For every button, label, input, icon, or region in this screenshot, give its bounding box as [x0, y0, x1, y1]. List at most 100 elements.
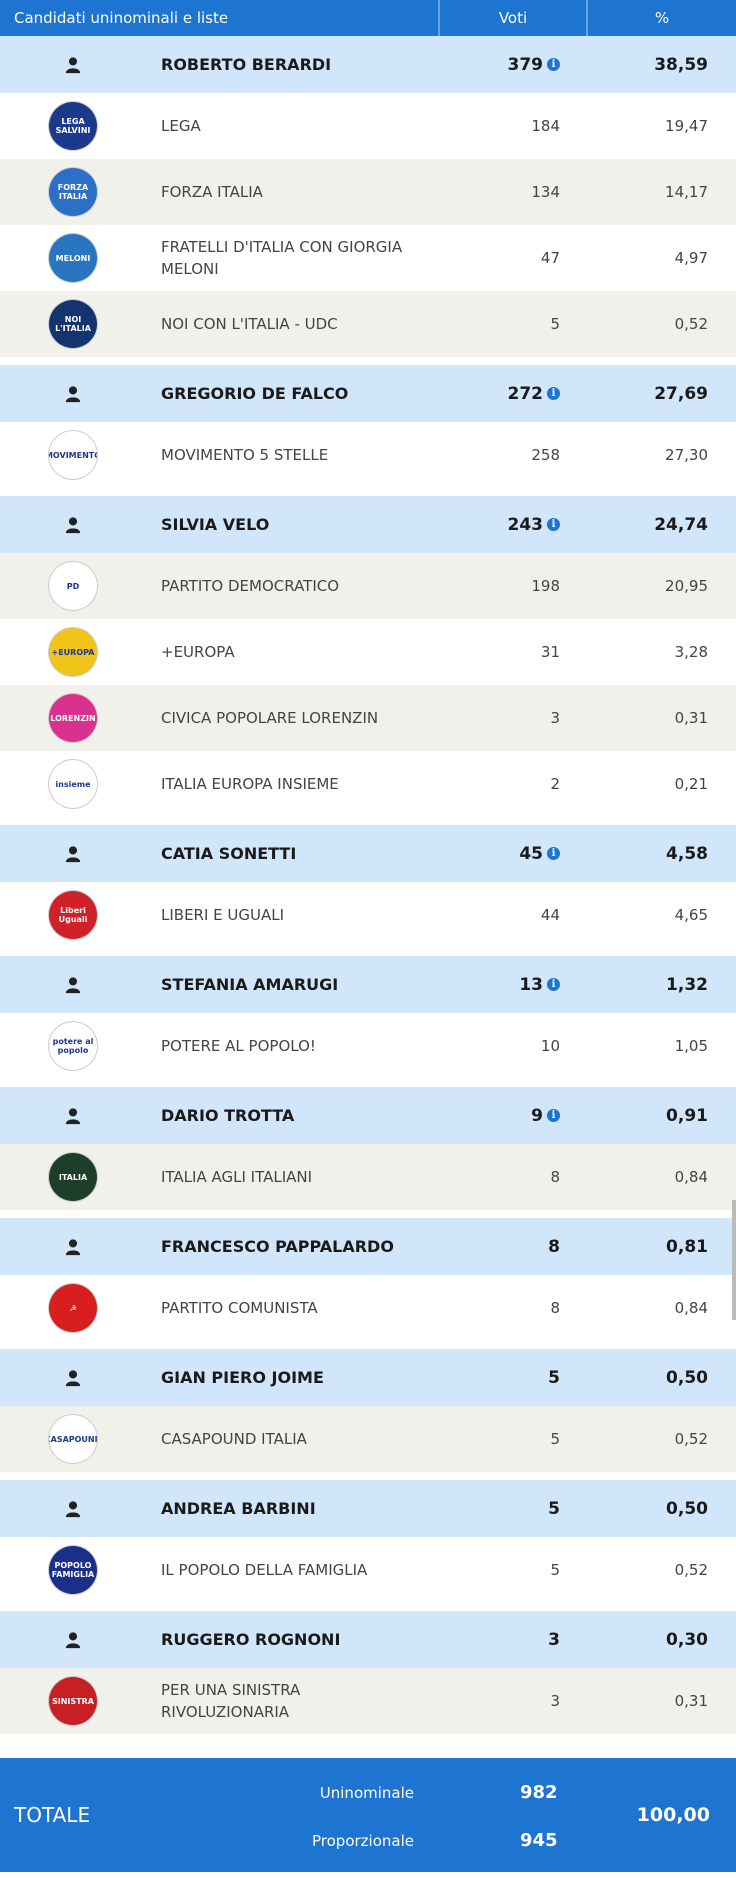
list-name: NOI CON L'ITALIA - UDC [161, 315, 338, 333]
percent-value: 0,91 [666, 1105, 708, 1126]
percent-value: 0,50 [666, 1498, 708, 1519]
party-logo-icon: LEGA SALVINI [48, 101, 98, 151]
group-separator [0, 488, 736, 496]
percent-value: 38,59 [654, 54, 708, 75]
person-icon [48, 496, 98, 553]
candidate-row: FRANCESCO PAPPALARDO 8 0,81 [0, 1218, 736, 1275]
votes-cell: 272 i [508, 384, 560, 404]
percent-value: 20,95 [665, 577, 708, 595]
votes-value: 8 [550, 1299, 560, 1317]
percent-value: 4,65 [674, 906, 708, 924]
group-separator [0, 817, 736, 825]
list-row: ITALIA ITALIA AGLI ITALIANI 8 0,84 [0, 1144, 736, 1210]
candidate-row: CATIA SONETTI 45 i 4,58 [0, 825, 736, 882]
votes-cell: 198 [531, 577, 560, 595]
list-name: PER UNA SINISTRA RIVOLUZIONARIA [161, 1681, 301, 1721]
percent-value: 0,52 [674, 1430, 708, 1448]
votes-value: 47 [540, 249, 560, 267]
percent-value: 19,47 [665, 117, 708, 135]
list-row: +EUROPA +EUROPA 31 3,28 [0, 619, 736, 685]
list-name: CASAPOUND ITALIA [161, 1430, 307, 1448]
candidate-row: ROBERTO BERARDI 379 i 38,59 [0, 36, 736, 93]
party-logo-icon: insieme [48, 759, 98, 809]
person-icon [48, 956, 98, 1013]
leu-logo-icon: Liberi Uguali [49, 891, 97, 939]
votes-cell: 3 [550, 1692, 560, 1710]
percent-value: 4,58 [666, 843, 708, 864]
percent-value: 0,81 [666, 1236, 708, 1257]
party-logo-icon: FORZA ITALIA [48, 167, 98, 217]
candidate-name: CATIA SONETTI [161, 843, 297, 863]
list-row: insieme ITALIA EUROPA INSIEME 2 0,21 [0, 751, 736, 817]
group-separator [0, 948, 736, 956]
list-name: LEGA [161, 117, 201, 135]
list-row: Liberi Uguali LIBERI E UGUALI 44 4,65 [0, 882, 736, 948]
votes-value: 243 [507, 514, 544, 535]
info-icon[interactable]: i [547, 58, 560, 71]
list-row: CASAPOUND CASAPOUND ITALIA 5 0,52 [0, 1406, 736, 1472]
person-icon [48, 1611, 98, 1668]
list-row: LORENZIN CIVICA POPOLARE LORENZIN 3 0,31 [0, 685, 736, 751]
scrollbar[interactable] [732, 1200, 736, 1320]
votes-value: 2 [550, 775, 560, 793]
percent-value: 3,28 [674, 643, 708, 661]
italia-agli-italiani-logo-icon: ITALIA [49, 1153, 97, 1201]
info-icon[interactable]: i [547, 387, 560, 400]
person-icon [48, 1087, 98, 1144]
votes-value: 258 [531, 446, 560, 464]
totals-footer: TOTALE Uninominale 982 Proporzionale 945… [0, 1758, 736, 1872]
party-logo-icon: Liberi Uguali [48, 890, 98, 940]
group-separator [0, 1210, 736, 1218]
votes-cell: 47 [541, 249, 560, 267]
proporzionale-votes: 945 [520, 1830, 558, 1851]
percent-value: 0,52 [674, 1561, 708, 1579]
party-logo-icon: LORENZIN [48, 693, 98, 743]
candidate-row: DARIO TROTTA 9 i 0,91 [0, 1087, 736, 1144]
group-separator [0, 357, 736, 365]
votes-cell: 31 [541, 643, 560, 661]
votes-cell: 379 i [508, 55, 560, 75]
party-logo-icon: MOVIMENTO [48, 430, 98, 480]
votes-value: 45 [519, 843, 543, 864]
votes-cell: 8 [550, 1168, 560, 1186]
votes-cell: 5 [550, 315, 560, 333]
header-votes: Voti [440, 0, 588, 36]
list-row: FORZA ITALIA FORZA ITALIA 134 14,17 [0, 159, 736, 225]
list-name: PARTITO DEMOCRATICO [161, 577, 340, 595]
party-logo-icon: +EUROPA [48, 627, 98, 677]
votes-cell: 258 [531, 446, 560, 464]
list-row: MOVIMENTO MOVIMENTO 5 STELLE 258 27,30 [0, 422, 736, 488]
candidate-row: GREGORIO DE FALCO 272 i 27,69 [0, 365, 736, 422]
candidate-name: RUGGERO ROGNONI [161, 1629, 341, 1649]
party-logo-icon: potere al popolo [48, 1021, 98, 1071]
info-icon[interactable]: i [547, 1109, 560, 1122]
totals-percent: 100,00 [636, 1804, 710, 1826]
votes-value: 5 [550, 315, 560, 333]
votes-cell: 5 [548, 1499, 560, 1519]
votes-value: 9 [531, 1105, 543, 1126]
info-icon[interactable]: i [547, 518, 560, 531]
percent-value: 0,52 [674, 315, 708, 333]
group-separator [0, 1603, 736, 1611]
votes-cell: 10 [541, 1037, 560, 1055]
person-icon [48, 365, 98, 422]
sinistra-rivoluzionaria-logo-icon: SINISTRA [49, 1677, 97, 1725]
info-icon[interactable]: i [547, 847, 560, 860]
person-icon [48, 1480, 98, 1537]
votes-cell: 134 [531, 183, 560, 201]
candidate-name: ANDREA BARBINI [161, 1498, 316, 1518]
person-icon [48, 825, 98, 882]
table-header: Candidati uninominali e liste Voti % [0, 0, 736, 36]
votes-value: 198 [531, 577, 560, 595]
candidate-row: ANDREA BARBINI 5 0,50 [0, 1480, 736, 1537]
popolo-famiglia-logo-icon: POPOLO FAMIGLIA [49, 1546, 97, 1594]
percent-value: 27,30 [665, 446, 708, 464]
votes-cell: 5 [550, 1430, 560, 1448]
info-icon[interactable]: i [547, 978, 560, 991]
percent-value: 1,32 [666, 974, 708, 995]
list-name: CIVICA POPOLARE LORENZIN [161, 709, 379, 727]
uninominale-votes: 982 [520, 1782, 558, 1803]
votes-value: 134 [531, 183, 560, 201]
person-icon [48, 36, 98, 93]
